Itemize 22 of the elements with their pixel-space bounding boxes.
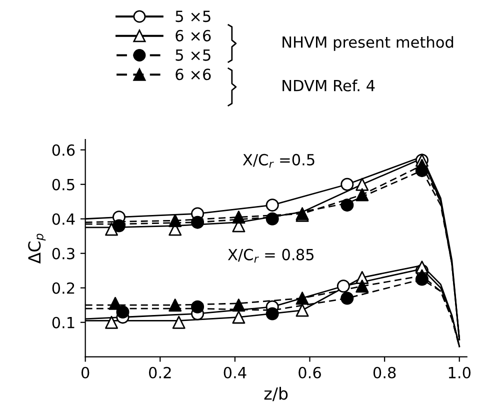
annotation: X/C$_{r}$ = 0.85 <box>228 248 314 263</box>
legend-label: 5 ×5 <box>176 10 210 22</box>
legend-label: 6 ×6 <box>176 30 211 42</box>
y-tick-label: 0.1 <box>52 316 74 328</box>
x-tick-label: 0.4 <box>224 366 246 378</box>
annotation: X/C$_{r}$ =0.5 <box>242 154 314 168</box>
x-tick-label: 0.8 <box>373 366 396 378</box>
x-tick-label: 0 <box>81 366 90 378</box>
y-tick-label: 0.2 <box>52 282 74 294</box>
x-axis-title: z/b <box>264 386 288 402</box>
x-tick-label: 0.2 <box>149 366 171 378</box>
x-tick-label: 1.0 <box>448 366 471 378</box>
y-axis-title: ΔC$_{p}$ <box>28 234 46 264</box>
y-tick-label: 0.3 <box>52 248 74 260</box>
legend-label: 6 ×6 <box>176 68 211 80</box>
x-tick-label: 0.6 <box>298 366 321 378</box>
y-tick-label: 0.4 <box>52 213 75 225</box>
y-tick-label: 0.5 <box>52 178 74 190</box>
legend-label: 5 ×5 <box>176 49 210 61</box>
text: NHVM present method <box>282 36 454 51</box>
text: NDVM Ref. 4 <box>282 80 375 92</box>
y-tick-label: 0.6 <box>52 144 75 156</box>
